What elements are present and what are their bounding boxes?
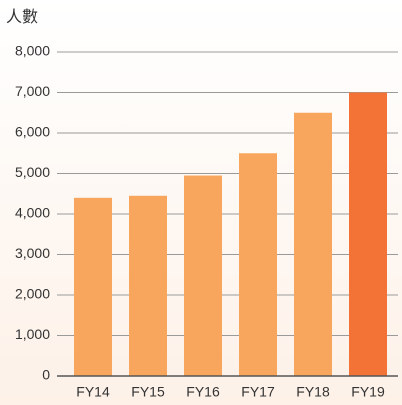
x-tick-label: FY17	[241, 384, 275, 400]
x-tick-label: FY19	[351, 384, 385, 400]
bar	[129, 195, 167, 376]
x-tick-label: FY18	[296, 384, 330, 400]
bar	[184, 175, 222, 376]
y-axis-label: 人數	[6, 8, 38, 26]
y-tick-label: 7,000	[15, 83, 50, 99]
y-tick-label: 5,000	[15, 164, 50, 180]
y-tick-label: 2,000	[15, 286, 50, 302]
y-tick-label: 0	[42, 367, 50, 383]
y-tick-label: 6,000	[15, 124, 50, 140]
bar	[239, 153, 277, 376]
y-tick-label: 4,000	[15, 205, 50, 221]
y-tick-label: 8,000	[15, 43, 50, 59]
y-tick-label: 3,000	[15, 245, 50, 261]
x-tick-label: FY16	[186, 384, 220, 400]
x-tick-label: FY14	[76, 384, 110, 400]
bar	[74, 197, 112, 376]
bar	[294, 112, 332, 376]
y-tick-label: 1,000	[15, 326, 50, 342]
bar	[349, 92, 387, 376]
x-tick-label: FY15	[131, 384, 165, 400]
